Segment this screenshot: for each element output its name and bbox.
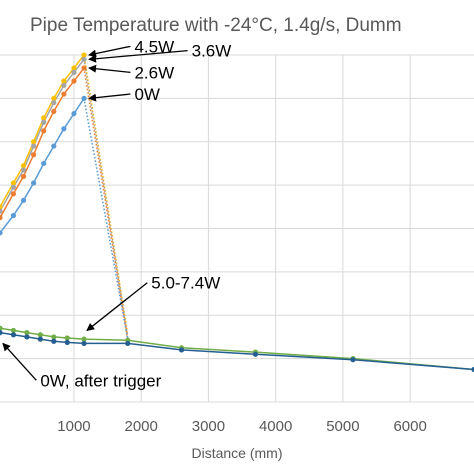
data-point-w26 (20, 173, 27, 180)
data-point-w0_trigger (125, 340, 131, 347)
chart-title: Pipe Temperature with -24°C, 1.4g/s, Dum… (30, 15, 402, 36)
annotation-arrow (86, 282, 148, 332)
data-point-w50_74 (37, 332, 43, 338)
annotation-arrow (88, 45, 131, 58)
data-point-w0_trigger (81, 340, 87, 347)
data-point-w45 (0, 204, 3, 210)
data-point-w0_trigger (178, 347, 185, 353)
data-point-w45 (31, 139, 37, 145)
x-tick-label: 6000 (393, 418, 426, 435)
data-point-w36 (0, 208, 3, 214)
data-point-w26 (61, 91, 67, 97)
data-point-w50_74 (24, 330, 30, 336)
x-tick-label: 2000 (125, 418, 158, 435)
data-point-w26 (31, 152, 37, 158)
gridlines (0, 54, 474, 403)
annotation-label: 4.5W (134, 37, 174, 56)
annotation-label: 0W, after trigger (40, 371, 161, 390)
data-point-w0 (71, 110, 77, 117)
data-point-w45 (61, 78, 67, 84)
annotation-label: 3.6W (192, 42, 232, 61)
data-point-w45 (20, 163, 27, 169)
data-point-w26 (0, 215, 3, 221)
data-point-w0 (61, 126, 67, 132)
data-point-w0_trigger (64, 339, 70, 345)
annotation-arrow (88, 64, 131, 73)
data-point-w0 (51, 143, 57, 149)
series-lines (0, 54, 474, 371)
data-point-w0_trigger (10, 332, 17, 338)
data-point-w0_trigger (350, 357, 356, 363)
data-point-w45 (51, 95, 57, 101)
data-point-w45 (71, 65, 77, 71)
series-line-w0 (83, 98, 129, 340)
x-tick-label: 4000 (259, 418, 292, 435)
x-tick-labels: 1000 2000 3000 4000 5000 6000 (57, 418, 427, 435)
data-point-w45 (10, 180, 17, 186)
annotation-arrow (88, 50, 188, 63)
data-point-w26 (71, 78, 77, 84)
data-point-w0_trigger (37, 336, 43, 342)
data-point-w26 (81, 65, 87, 71)
series-line-w26 (83, 67, 129, 340)
x-tick-label: 1000 (57, 418, 90, 435)
data-point-w36 (31, 143, 37, 149)
data-point-w0_trigger (51, 338, 57, 344)
data-point-w50_74 (81, 336, 87, 342)
data-point-w0 (0, 230, 3, 236)
series-markers (0, 52, 474, 373)
data-point-w36 (10, 184, 17, 190)
annotation-label: 0W (134, 85, 160, 104)
annotations: 4.5W 3.6W 2.6W 0W 5.0-7.4W 0W, after trigger (2, 37, 232, 390)
data-point-w36 (41, 119, 47, 125)
data-point-w0 (20, 197, 27, 203)
data-point-w45 (81, 52, 87, 58)
data-point-w0 (10, 212, 17, 219)
data-point-w36 (61, 82, 67, 88)
data-point-w36 (71, 69, 77, 75)
annotation-label: 5.0-7.4W (151, 274, 220, 293)
annotation-arrow (2, 342, 37, 381)
data-point-w0 (31, 180, 37, 186)
data-point-w45 (41, 115, 47, 121)
x-axis-label: Distance (mm) (191, 445, 282, 461)
data-point-w36 (51, 100, 57, 106)
x-tick-label: 5000 (326, 418, 359, 435)
data-point-w50_74 (64, 335, 70, 341)
data-point-w0 (41, 160, 47, 167)
data-point-w0_trigger (0, 330, 3, 336)
annotation-arrow (88, 93, 131, 102)
data-point-w0_trigger (252, 351, 259, 357)
data-point-w26 (51, 108, 57, 114)
data-point-w50_74 (51, 334, 57, 340)
data-point-w36 (20, 167, 27, 173)
annotation-label: 2.6W (134, 63, 174, 82)
x-tick-label: 3000 (192, 418, 225, 435)
data-point-w50_74 (10, 327, 17, 334)
data-point-w26 (10, 191, 17, 197)
series-line-w36 (83, 59, 129, 338)
data-point-w0 (81, 95, 87, 101)
data-point-w0_trigger (471, 366, 474, 373)
data-point-w26 (41, 128, 47, 134)
data-point-w0_trigger (24, 334, 30, 340)
data-point-w50_74 (0, 325, 3, 331)
data-point-w36 (81, 56, 87, 62)
